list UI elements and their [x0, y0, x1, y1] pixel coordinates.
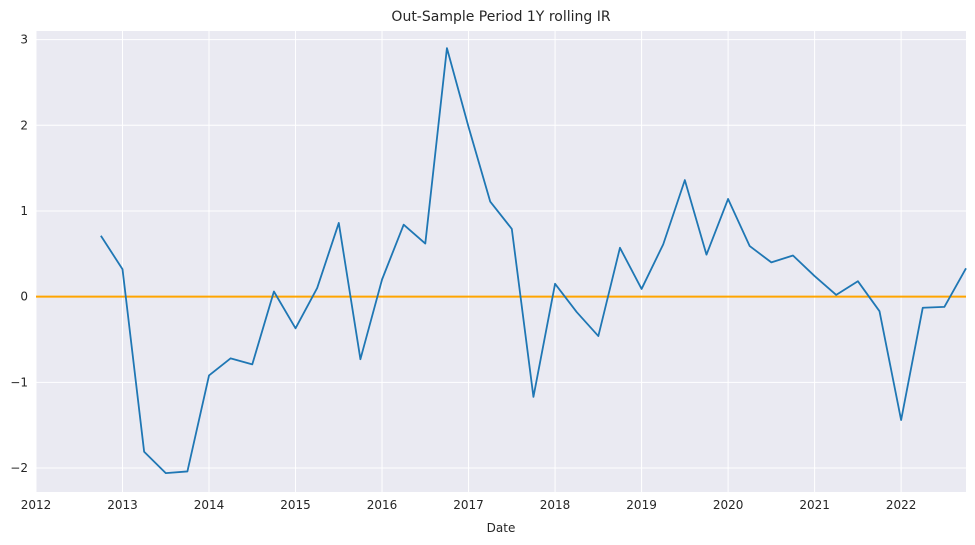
data-point [727, 197, 730, 200]
data-point [554, 282, 557, 285]
data-point [143, 450, 146, 453]
data-point [662, 243, 665, 246]
data-point [683, 179, 686, 182]
x-tick-label: 2018 [540, 498, 571, 512]
data-point [402, 223, 405, 226]
data-point [943, 305, 946, 308]
x-tick-label: 2022 [886, 498, 917, 512]
data-point [791, 254, 794, 257]
data-point [921, 306, 924, 309]
data-point [208, 374, 211, 377]
data-point [618, 246, 621, 249]
data-point [705, 253, 708, 256]
data-point [748, 245, 751, 248]
data-point [164, 472, 167, 475]
x-axis-ticks: 2012 2013 2014 2015 2016 2017 2018 2019 2020 2021… [21, 498, 917, 512]
data-point [381, 278, 384, 281]
data-point [878, 310, 881, 313]
plot-area [36, 31, 966, 492]
series-line [100, 47, 967, 475]
x-tick-label: 2016 [367, 498, 398, 512]
data-point [467, 125, 470, 128]
y-tick-label: 1 [20, 204, 28, 218]
data-point [856, 280, 859, 283]
x-tick-label: 2021 [799, 498, 830, 512]
chart-title: Out-Sample Period 1Y rolling IR [391, 9, 610, 25]
y-tick-label: 2 [20, 118, 28, 132]
data-point [813, 275, 816, 278]
series-group [99, 47, 968, 475]
data-point [532, 395, 535, 398]
x-tick-label: 2013 [107, 498, 138, 512]
x-axis-label: Date [487, 521, 516, 535]
data-point [597, 335, 600, 338]
data-point [770, 261, 773, 264]
x-tick-label: 2019 [626, 498, 657, 512]
y-axis-ticks: −2 −1 0 1 2 3 [10, 33, 28, 475]
data-point [229, 357, 232, 360]
x-tick-label: 2020 [713, 498, 744, 512]
data-point [294, 327, 297, 330]
data-point [489, 200, 492, 203]
data-point [424, 242, 427, 245]
data-point [510, 227, 513, 230]
data-point [359, 358, 362, 361]
y-tick-label: −2 [10, 461, 28, 475]
data-point [186, 470, 189, 473]
data-point [640, 287, 643, 290]
x-tick-label: 2014 [194, 498, 225, 512]
data-point [445, 47, 448, 50]
x-tick-label: 2012 [21, 498, 52, 512]
data-point [316, 287, 319, 290]
data-point [121, 268, 124, 271]
data-point [835, 293, 838, 296]
y-tick-label: 3 [20, 33, 28, 47]
x-tick-label: 2015 [280, 498, 311, 512]
y-tick-label: −1 [10, 375, 28, 389]
data-point [900, 419, 903, 422]
y-tick-label: 0 [20, 290, 28, 304]
data-point [337, 221, 340, 224]
data-point [272, 290, 275, 293]
x-tick-label: 2017 [453, 498, 484, 512]
data-point [965, 267, 968, 270]
data-point [575, 311, 578, 314]
data-point [99, 234, 102, 237]
data-point [251, 363, 254, 366]
